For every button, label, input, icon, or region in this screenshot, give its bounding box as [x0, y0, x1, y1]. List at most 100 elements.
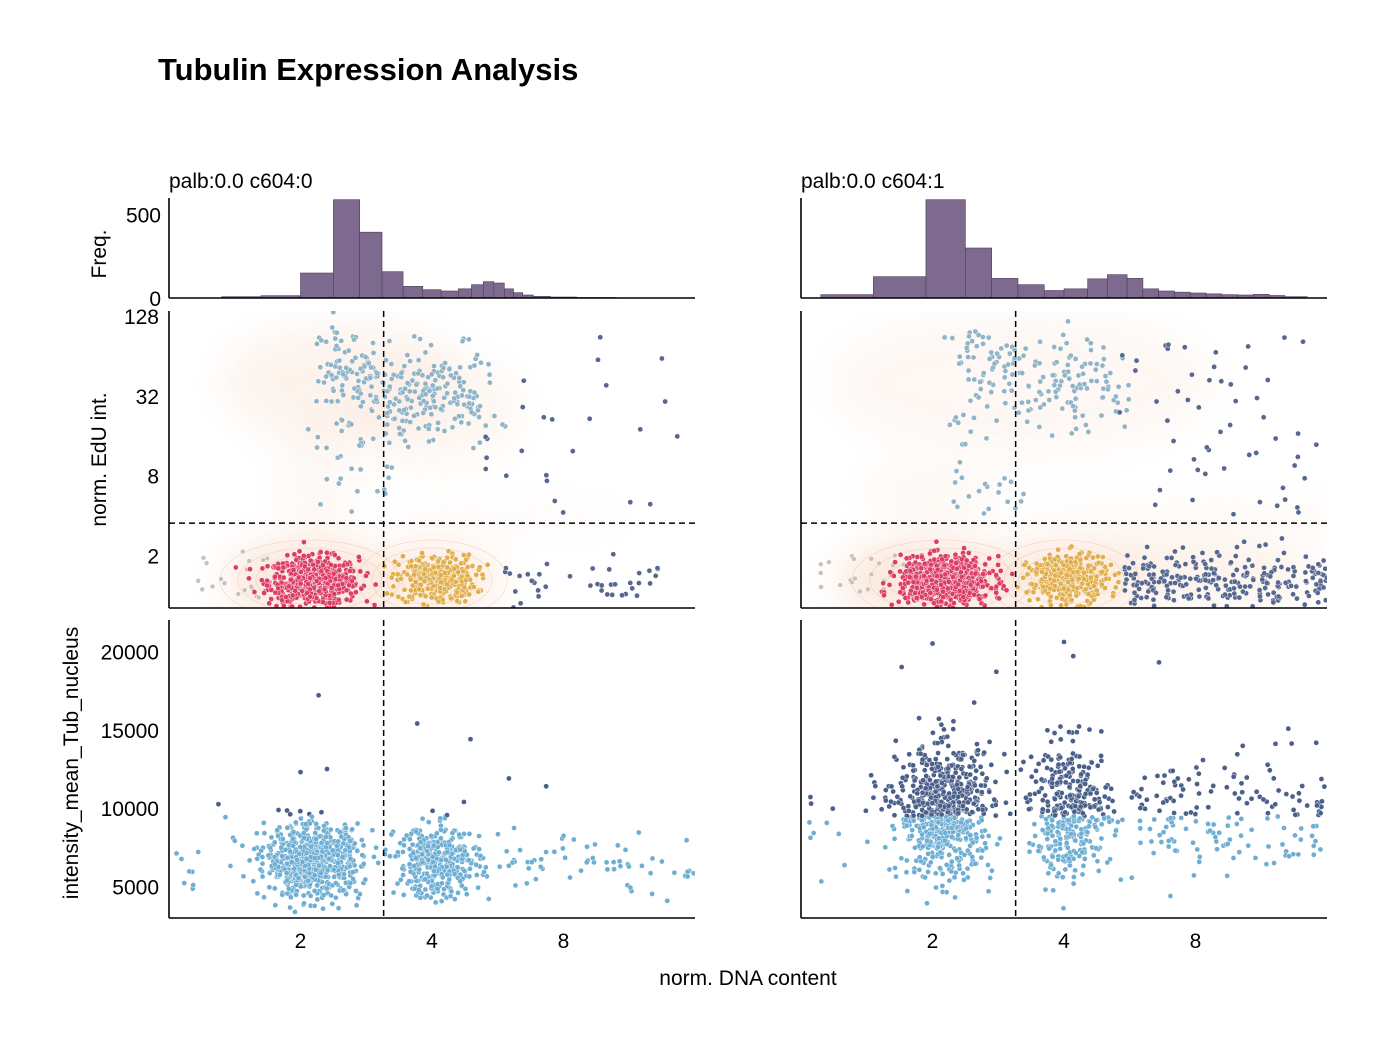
edu-point	[407, 419, 413, 425]
edu-point	[560, 509, 566, 516]
tub-point	[614, 842, 621, 849]
edu-point	[1163, 571, 1170, 578]
edu-point	[950, 574, 956, 580]
edu-point	[373, 396, 379, 403]
edu-point	[1076, 381, 1083, 388]
histogram-bar	[300, 272, 334, 299]
edu-point	[1099, 362, 1106, 369]
edu-point	[335, 555, 342, 562]
tub-point	[455, 890, 461, 896]
edu-point	[647, 580, 653, 587]
tub-point	[299, 858, 306, 865]
edu-point	[995, 553, 1002, 559]
edu-point	[967, 397, 974, 404]
edu-point	[1039, 569, 1045, 575]
edu-points	[818, 318, 1327, 608]
tub-point	[375, 860, 382, 866]
edu-point	[1172, 548, 1178, 555]
edu-point	[365, 360, 372, 367]
tub-point	[275, 807, 282, 813]
edu-point	[985, 506, 992, 512]
tub-point	[439, 874, 446, 881]
tub-point	[932, 778, 939, 785]
edu-point	[913, 573, 919, 580]
edu-point	[425, 426, 432, 432]
edu-point	[476, 439, 483, 446]
edu-point	[1267, 573, 1274, 580]
edu-point	[940, 594, 946, 600]
edu-point	[634, 592, 640, 599]
tub-point	[511, 825, 517, 831]
tub-point	[589, 855, 596, 861]
edu-point	[1181, 344, 1188, 351]
edu-point	[384, 590, 390, 597]
tub-point	[371, 853, 377, 860]
edu-point	[959, 556, 965, 563]
edu-point	[1083, 555, 1090, 561]
edu-point	[1047, 602, 1054, 608]
edu-point	[1196, 593, 1203, 600]
scatter-tubulin: 2 4 85000100001500020000intensity_mean_Tub…	[60, 620, 695, 953]
edu-point	[1242, 564, 1248, 571]
edu-point	[1126, 565, 1132, 571]
tub-point	[941, 726, 947, 733]
tub-point	[424, 892, 430, 899]
edu-point	[330, 311, 337, 315]
tub-points	[806, 639, 1327, 912]
tub-point	[939, 871, 946, 877]
tub-point	[509, 859, 516, 866]
edu-point	[998, 345, 1005, 352]
edu-point	[288, 576, 294, 583]
edu-point	[1315, 570, 1322, 576]
edu-point	[1159, 568, 1166, 575]
edu-point	[544, 561, 550, 567]
edu-point	[1035, 596, 1041, 603]
tub-point	[271, 885, 278, 892]
edu-point	[1250, 577, 1257, 583]
tub-point	[950, 793, 957, 800]
edu-point	[1095, 559, 1102, 566]
edu-point	[348, 421, 355, 428]
edu-point	[428, 371, 435, 378]
edu-point	[971, 376, 978, 383]
histogram-bar	[482, 281, 495, 299]
edu-point	[290, 567, 297, 573]
tub-point	[583, 859, 590, 866]
tub-point	[425, 819, 432, 825]
edu-point	[437, 585, 444, 591]
edu-point	[977, 379, 983, 385]
edu-point	[609, 592, 616, 598]
edu-point	[345, 347, 352, 354]
tub-point	[424, 848, 430, 854]
edu-point	[458, 419, 465, 426]
histogram-bar	[1126, 278, 1144, 299]
edu-point	[1044, 561, 1051, 568]
edu-point	[1246, 452, 1253, 458]
edu-point	[1066, 566, 1073, 573]
edu-point	[905, 599, 912, 606]
histogram-bar	[1017, 284, 1045, 299]
edu-point	[966, 493, 972, 500]
edu-point	[1085, 591, 1092, 597]
edu-point	[367, 374, 374, 381]
edu-point	[333, 420, 340, 427]
edu-point	[426, 388, 433, 394]
tub-point	[222, 814, 229, 820]
edu-point	[273, 603, 280, 608]
histogram-bar	[422, 289, 442, 299]
edu-point	[1036, 424, 1043, 430]
edu-point	[1152, 501, 1159, 508]
edu-point	[415, 357, 422, 364]
tub-point	[283, 870, 290, 876]
edu-point	[1140, 565, 1146, 572]
edu-point	[1167, 467, 1174, 474]
edu-point	[1315, 599, 1322, 606]
edu-point	[993, 583, 1000, 590]
histogram-bar	[965, 247, 992, 299]
edu-point	[1063, 553, 1069, 560]
edu-point	[466, 393, 473, 400]
edu-point	[1033, 560, 1040, 567]
tub-point	[916, 715, 922, 721]
edu-point	[451, 573, 457, 579]
edu-point	[491, 413, 498, 419]
